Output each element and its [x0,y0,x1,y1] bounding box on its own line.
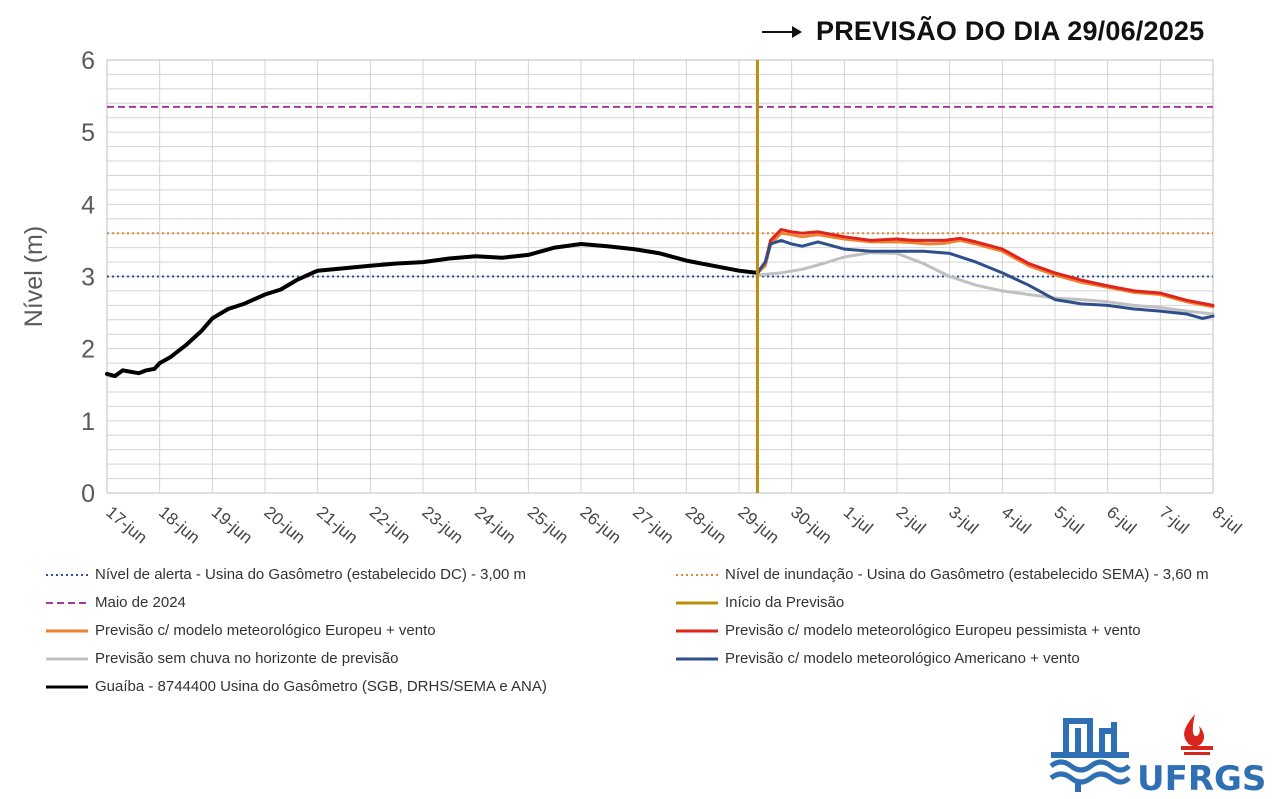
x-tick-label: 29-jun [734,503,782,548]
legend-label: Previsão sem chuva no horizonte de previ… [95,650,399,667]
x-tick-label: 6-jul [1103,503,1140,538]
legend-item: Início da Previsão [675,594,844,611]
y-tick-label: 3 [81,264,95,292]
y-tick-label: 1 [81,408,95,436]
x-tick-label: 30-jun [787,503,835,548]
series-line [755,251,1215,316]
x-tick-label: 5-jul [1050,503,1087,538]
x-tick-label: 26-jun [576,503,624,548]
legend-swatch [46,573,88,576]
legend-swatch [46,629,88,632]
legend-label: Nível de alerta - Usina do Gasômetro (es… [95,566,527,583]
y-tick-label: 6 [81,47,95,75]
x-tick-label: 23-jun [418,503,466,548]
x-tick-label: 19-jun [208,503,256,548]
series-line [755,238,1215,320]
legend-item: Guaíba - 8744400 Usina do Gasômetro (SGB… [45,678,547,695]
legend-item: Maio de 2024 [45,594,186,611]
x-tick-label: 3-jul [945,503,982,538]
y-tick-label: 5 [81,119,95,147]
x-tick-label: 1-jul [840,503,877,538]
x-tick-label: 24-jun [471,503,519,548]
hydro-logo-icon [1049,718,1131,792]
y-axis-label: Nível (m) [20,226,48,327]
y-tick-label: 0 [81,480,95,508]
ufrgs-logo-text: UFRGS [1137,759,1266,796]
logos: UFRGS [1049,714,1266,796]
ufrgs-flame-icon [1181,714,1213,755]
legend-label: Previsão c/ modelo meteorológico America… [725,650,1080,667]
legend-swatch [46,657,88,660]
plot-area: 0 1 2 3 4 5 6 Nível (m) 17-jun 18-jun 19-jun 20-jun… [20,47,1245,548]
y-tick-label: 4 [81,191,95,219]
legend-label: Maio de 2024 [95,594,186,611]
legend-item: Previsão c/ modelo meteorológico America… [675,650,1080,667]
legend-item: Previsão c/ modelo meteorológico Europeu… [45,622,436,639]
legend-label: Previsão c/ modelo meteorológico Europeu… [725,622,1141,639]
x-tick-label: 2-jul [892,503,929,538]
chart-title-text: PREVISÃO DO DIA 29/06/2025 [816,16,1205,46]
legend-swatch [46,601,88,604]
x-tick-label: 28-jun [682,503,730,548]
legend-item: Previsão c/ modelo meteorológico Europeu… [675,622,1141,639]
x-tick-label: 27-jun [629,503,677,548]
x-tick-label: 17-jun [102,503,150,548]
legend-item: Nível de inundação - Usina do Gasômetro … [675,566,1209,583]
legend-label: Início da Previsão [725,594,845,611]
x-tick-label: 22-jun [366,503,414,548]
x-tick-label: 21-jun [313,503,361,548]
legend-swatch [676,629,718,632]
legend-item: Previsão sem chuva no horizonte de previ… [45,650,399,667]
legend-label: Previsão c/ modelo meteorológico Europeu… [95,622,436,639]
x-tick-label: 4-jul [998,503,1035,538]
x-tick-label: 8-jul [1208,503,1245,538]
legend-swatch [676,657,718,660]
legend-item: Nível de alerta - Usina do Gasômetro (es… [45,566,526,583]
legend-swatch [676,573,718,576]
x-tick-label: 20-jun [260,503,308,548]
arrow-right-icon [762,25,802,38]
x-tick-label: 7-jul [1156,503,1193,538]
y-tick-label: 2 [81,336,95,364]
legend-swatch [676,601,718,604]
x-tick-label: 18-jun [155,503,203,548]
legend-swatch [46,685,88,688]
series-line [105,242,760,379]
legend-label: Guaíba - 8744400 Usina do Gasômetro (SGB… [95,678,547,695]
chart-title: PREVISÃO DO DIA 29/06/2025 [760,16,1204,47]
legend-label: Nível de inundação - Usina do Gasômetro … [725,566,1209,583]
series-line [755,228,1215,307]
x-tick-label: 25-jun [524,503,572,548]
